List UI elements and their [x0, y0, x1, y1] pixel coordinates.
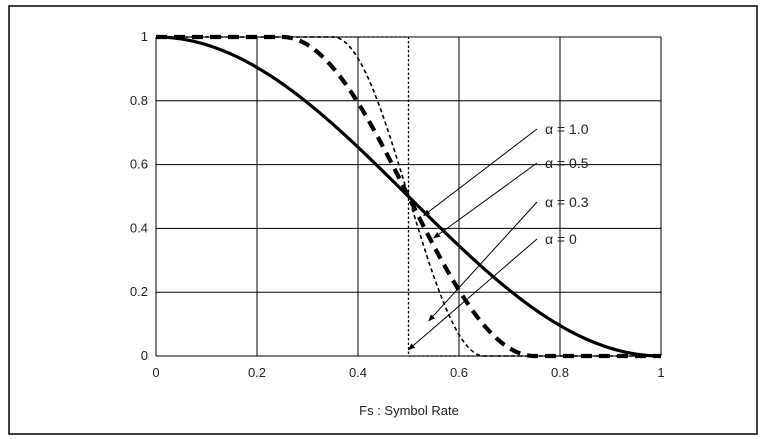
x-tick-label: 0	[152, 365, 159, 380]
chart-frame	[8, 5, 758, 435]
y-tick-label: 0.4	[130, 220, 148, 235]
y-tick-label: 0.8	[130, 93, 148, 108]
series-label-alpha-1: α = 1.0	[545, 121, 589, 137]
annotation-arrow	[423, 128, 538, 217]
annotation-arrow	[428, 201, 538, 322]
y-tick-label: 0.6	[130, 157, 148, 172]
x-axis-title: Fs : Symbol Rate	[359, 403, 459, 418]
tick-labels: 0 0.2 0.4 0.6 0.8 1 0 0.2 0.4 0.6 0.8 1	[130, 29, 665, 380]
x-tick-label: 0.2	[248, 365, 266, 380]
x-tick-label: 0.8	[551, 365, 569, 380]
series-annotations: α = 1.0 α = 0.5 α = 0.3 α = 0	[407, 121, 589, 351]
series-label-alpha-0: α = 0	[545, 231, 577, 247]
x-tick-label: 0.4	[349, 365, 367, 380]
y-tick-label: 0	[141, 348, 148, 363]
y-tick-label: 0.2	[130, 284, 148, 299]
annotation-arrow	[433, 162, 538, 239]
y-tick-label: 1	[141, 29, 148, 44]
x-tick-label: 0.6	[450, 365, 468, 380]
series-label-alpha-0_5: α = 0.5	[545, 155, 589, 171]
series-curves	[155, 34, 662, 359]
series-line-alpha-0	[156, 36, 661, 357]
series-label-alpha-0_3: α = 0.3	[545, 194, 589, 210]
annotation-arrow	[407, 238, 538, 351]
x-tick-label: 1	[657, 365, 664, 380]
